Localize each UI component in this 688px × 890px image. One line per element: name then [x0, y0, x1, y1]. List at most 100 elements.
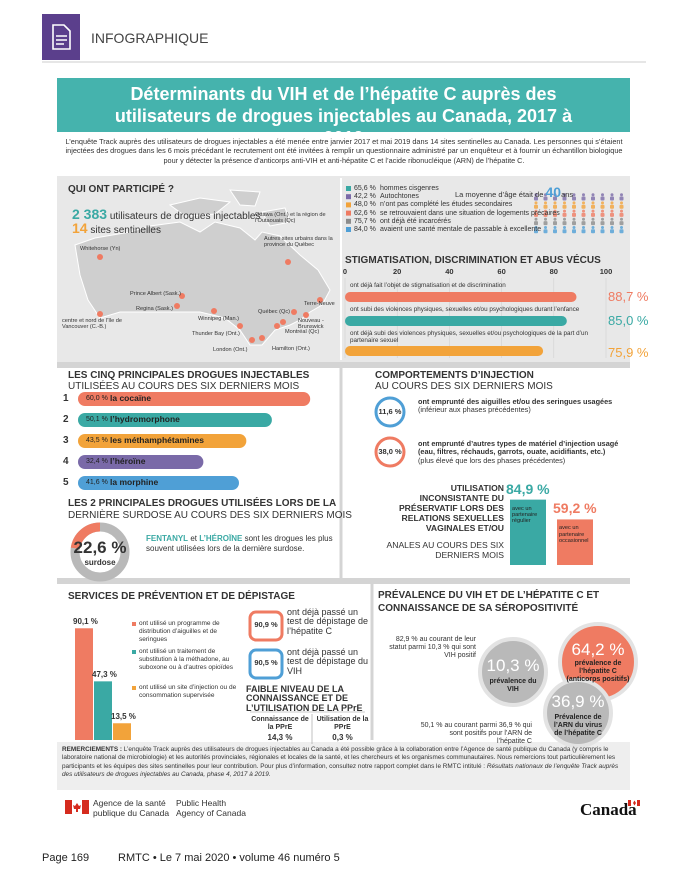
rank: 4: [63, 456, 69, 467]
flag-bar: [82, 800, 89, 814]
demo-text: hommes cisgenres: [380, 185, 439, 192]
x-tick-label: 0: [343, 267, 347, 276]
prevalence-value: 36,9 %: [551, 692, 605, 711]
person-icon: [591, 217, 595, 221]
bullet: [346, 210, 351, 216]
site-dot: [97, 311, 103, 317]
prep-value: 14,3 %: [267, 733, 293, 742]
x-tick-label: 80: [550, 267, 558, 276]
agency-en: Public Health Agency of Canada: [176, 798, 246, 819]
bullet: [132, 622, 136, 626]
ack-report: Résultats nationaux de l’enquête Track a…: [62, 762, 619, 778]
site-dot: [285, 259, 291, 265]
condom-subtitle: ANALES AU COURS DES SIX DERNIERS MOIS: [386, 540, 504, 560]
flag-bar: [65, 800, 72, 814]
site-dot: [249, 337, 255, 343]
stigma-category: ont déjà fait l’objet de stigmatisation …: [350, 282, 506, 289]
person-icon: [601, 193, 604, 197]
age-text: La moyenne d’âge était de: [455, 190, 544, 199]
map-label: Thunder Bay (Ont.): [192, 331, 240, 337]
person-icon: [553, 209, 557, 213]
person-icon: [534, 204, 538, 209]
value-label: 60,0 %: [86, 395, 108, 402]
intro: L’enquête Track auprès des utilisateurs …: [65, 137, 623, 165]
overdose-text: FENTANYL et L’HÉROÏNE sont les drogues l…: [146, 534, 336, 555]
person-icon: [610, 204, 614, 209]
site-dot: [237, 323, 243, 329]
bar: [75, 628, 93, 740]
rank: 2: [63, 414, 69, 425]
section-heading: QUI ONT PARTICIPÉ ?: [68, 184, 174, 195]
map-island: [168, 197, 232, 217]
prep-title: FAIBLE NIVEAU DE LA CONNAISSANCE ET DE L…: [246, 684, 363, 713]
site-dot: [303, 312, 309, 318]
age: La moyenne d’âge était de 40ans: [455, 184, 573, 200]
person-icon: [619, 221, 624, 226]
wordmark-flag: [628, 800, 631, 806]
person-icon: [620, 193, 623, 197]
person-icon: [601, 201, 604, 205]
testing-badge: [248, 648, 284, 680]
demo-text: n’ont pas complété les études secondaire…: [380, 201, 513, 209]
person-icon: [534, 201, 538, 205]
value-label: 59,2 %: [553, 500, 597, 517]
person-icon: [591, 221, 595, 226]
stigma-category: ont subi des violences physiques, sexuel…: [350, 306, 580, 313]
map-island: [229, 189, 261, 207]
age-value: 40: [545, 184, 562, 200]
person-icon: [534, 196, 538, 201]
section-heading: STIGMATISATION, DISCRIMINATION ET ABUS V…: [345, 255, 601, 266]
overdose-desc: sont les drogues les plus souvent utilis…: [146, 534, 333, 554]
donut-segment: [70, 522, 101, 550]
demo-value: 48,0 %: [354, 201, 376, 209]
person-icon: [534, 212, 538, 217]
demo-value: 75,7 %: [354, 217, 376, 225]
demo-text: Autochtones: [380, 193, 419, 201]
person-icon: [620, 209, 623, 213]
bar: [78, 455, 204, 469]
agency-fr: Agence de la santé publique du Canada: [93, 798, 170, 819]
person-icon: [543, 221, 548, 226]
person-icon: [543, 212, 548, 217]
person-icon: [620, 217, 623, 221]
demo-text: se retrouvaient dans une situation de lo…: [380, 209, 560, 217]
site-count: 14 sites sentinelles: [72, 220, 161, 237]
age-unit: ans: [561, 190, 574, 199]
person-icon: [610, 209, 614, 213]
person-icon: [591, 212, 595, 217]
person-icon: [600, 204, 605, 209]
person-icon: [572, 204, 576, 209]
person-icon: [534, 209, 538, 213]
flag-logo: [65, 800, 640, 814]
testing-value: 90,5 %: [254, 658, 278, 667]
conjunction: et: [190, 534, 197, 543]
citation: RMTC • Le 7 mai 2020 • volume 46 numéro …: [118, 852, 340, 864]
demo-value: 84,0 %: [354, 226, 376, 233]
map-label: Regina (Sask.): [136, 306, 173, 312]
section-heading: COMPORTEMENTS D’INJECTION: [375, 370, 534, 381]
person-icon: [581, 196, 586, 201]
bar: [94, 681, 112, 740]
person-icon: [582, 193, 585, 197]
bar: [78, 434, 247, 448]
prevalence-circle: [478, 637, 548, 707]
person-icon: [610, 226, 614, 229]
agency-line: Agency of Canada: [176, 807, 246, 818]
person-icon: [591, 226, 595, 229]
drug-name: la cocaïne: [110, 393, 152, 403]
person-icon: [601, 226, 604, 229]
drug: L’HÉROÏNE: [199, 534, 243, 543]
person-icon: [553, 217, 557, 221]
band: [57, 578, 630, 584]
person-icon: [534, 193, 538, 197]
bar: [345, 292, 577, 302]
person-icon: [600, 229, 605, 234]
testing-badge: [248, 610, 284, 642]
agency-line: publique du Canada: [93, 807, 170, 818]
person-icon: [581, 204, 586, 209]
bullet: [346, 227, 351, 232]
person-icon: [563, 193, 566, 197]
site-dot: [97, 254, 103, 260]
person-icon: [591, 204, 595, 209]
